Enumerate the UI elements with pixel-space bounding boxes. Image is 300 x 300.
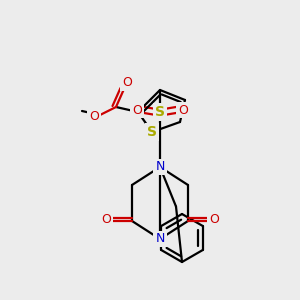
Text: N: N <box>155 160 165 173</box>
Text: O: O <box>101 213 111 226</box>
Text: S: S <box>147 125 157 139</box>
Text: O: O <box>178 103 188 116</box>
Text: O: O <box>89 110 99 124</box>
Text: O: O <box>209 213 219 226</box>
Text: S: S <box>155 105 165 119</box>
Text: O: O <box>132 103 142 116</box>
Text: N: N <box>155 232 165 245</box>
Text: O: O <box>122 76 132 89</box>
